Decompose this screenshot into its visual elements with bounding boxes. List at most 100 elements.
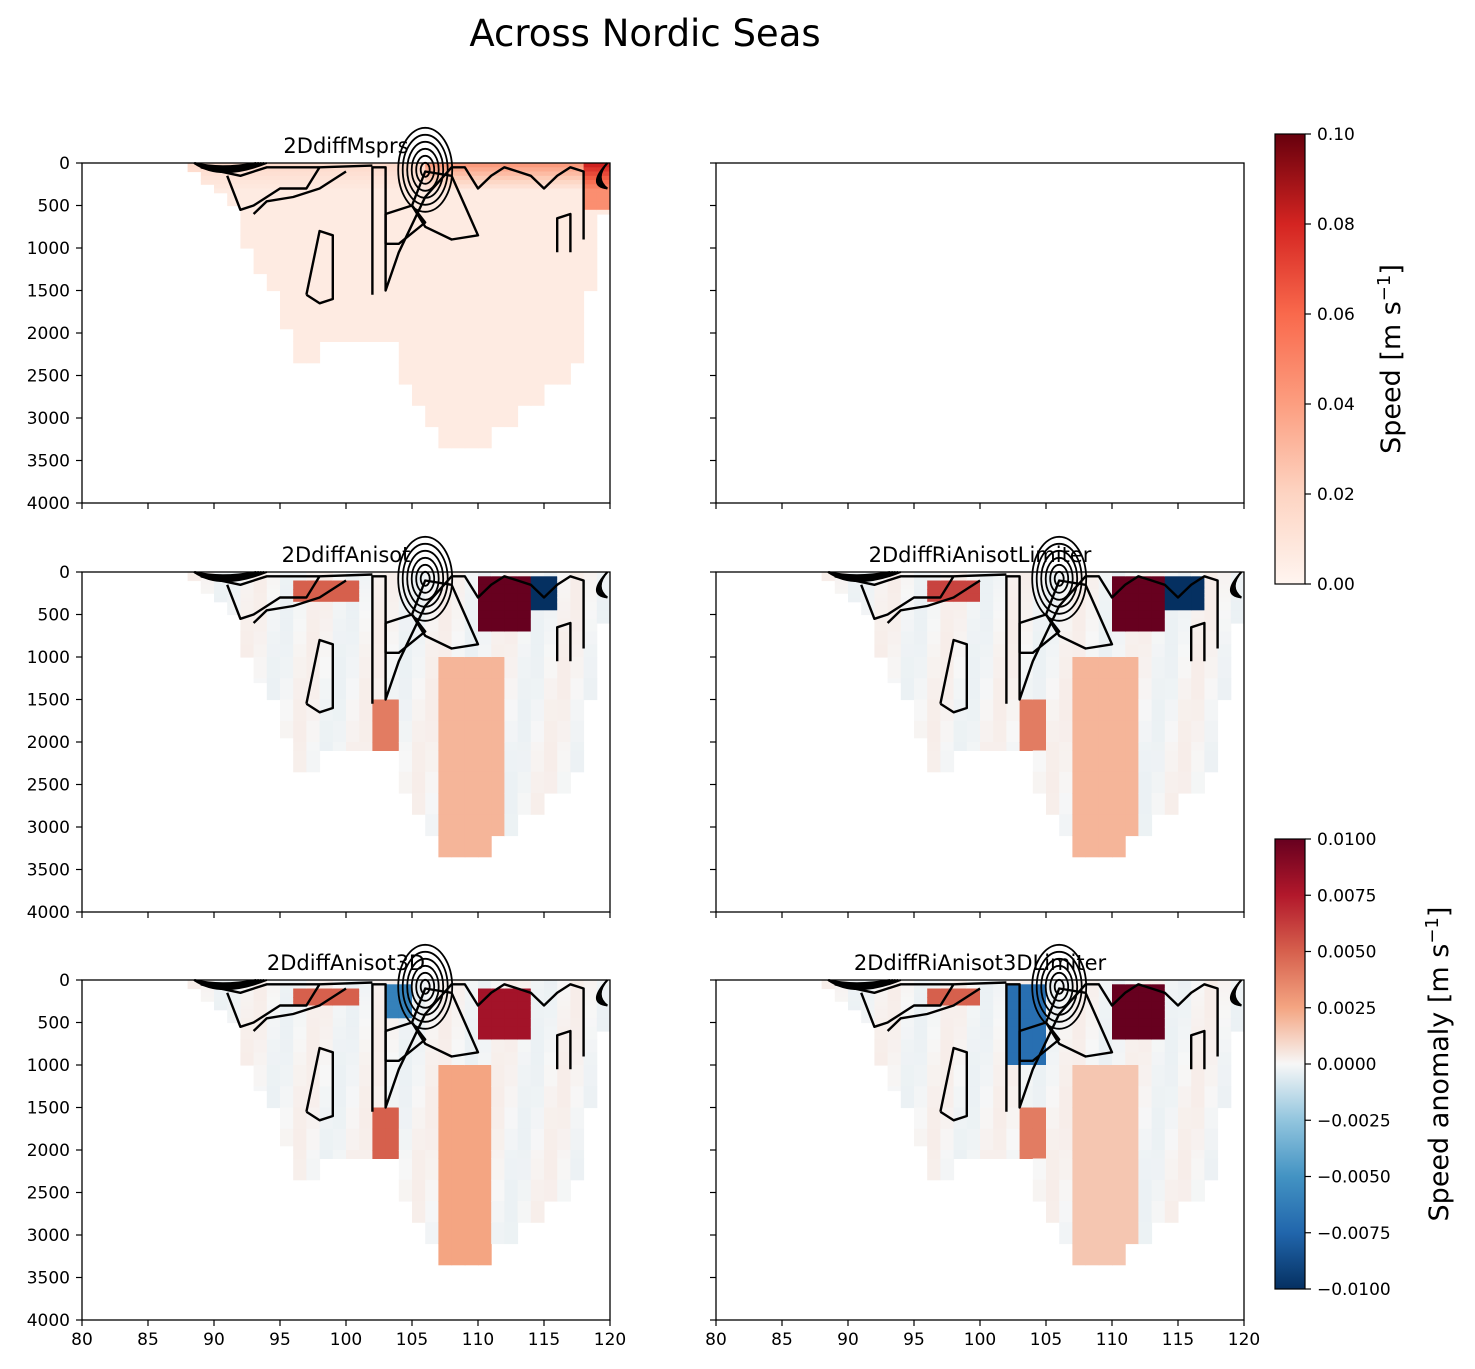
- heatmap-cell: [1032, 997, 1047, 1002]
- heatmap-cell: [504, 1001, 519, 1007]
- heatmap-cell: [980, 742, 994, 751]
- heatmap-cell: [266, 209, 281, 224]
- heatmap-cell: [293, 1039, 307, 1053]
- heatmap-cell: [451, 201, 466, 211]
- heatmap-cell: [517, 1001, 532, 1007]
- heatmap-cell: [874, 601, 889, 611]
- heatmap-cell: [1191, 1158, 1205, 1181]
- heatmap-cell: [438, 269, 453, 292]
- heatmap-cell: [848, 988, 862, 994]
- heatmap-cell: [914, 657, 928, 679]
- heatmap-cell: [1098, 1222, 1113, 1245]
- heatmap-cell: [1085, 988, 1100, 994]
- heatmap-cell: [491, 1065, 505, 1087]
- heatmap-cell: [306, 984, 321, 990]
- heatmap-cell: [887, 601, 902, 611]
- heatmap-cell: [583, 580, 598, 586]
- heatmap-cell: [570, 980, 585, 985]
- heatmap-cell: [517, 163, 532, 168]
- heatmap-cell: [1178, 1001, 1192, 1007]
- heatmap-cell: [306, 192, 321, 202]
- heatmap-cell: [544, 167, 558, 173]
- heatmap-cell: [306, 1001, 321, 1007]
- heatmap-cell: [1006, 742, 1021, 751]
- heatmap-cell: [266, 1009, 281, 1019]
- heatmap-cell: [332, 631, 347, 645]
- heatmap-cell: [372, 1005, 387, 1011]
- heatmap-cell: [1138, 1065, 1153, 1087]
- heatmap-cell: [385, 188, 400, 194]
- heatmap-cell: [1204, 1005, 1219, 1011]
- heatmap-cell: [927, 1107, 941, 1130]
- heatmap-cell: [240, 1005, 255, 1011]
- heatmap-cell: [306, 631, 321, 645]
- heatmap-cell: [280, 222, 294, 236]
- heatmap-cell: [517, 750, 532, 773]
- heatmap-cell: [914, 589, 928, 594]
- heatmap-cell: [372, 1052, 387, 1066]
- heatmap-cell: [980, 584, 994, 590]
- heatmap-cell: [1178, 1107, 1192, 1130]
- heatmap-cell: [583, 997, 598, 1002]
- heatmap-cell: [1006, 1001, 1021, 1007]
- heatmap-cell: [570, 1107, 585, 1130]
- heatmap-cell: [227, 175, 241, 181]
- heatmap-cell: [227, 584, 241, 590]
- heatmap-cell: [596, 192, 611, 202]
- heatmap-cell: [1112, 1128, 1126, 1151]
- heatmap-cell: [346, 720, 360, 743]
- heatmap-cell: [332, 201, 347, 211]
- heatmap-cell: [1191, 678, 1205, 701]
- heatmap-cell: [1098, 1128, 1113, 1151]
- heatmap-cell: [451, 269, 466, 292]
- heatmap-cell: [266, 997, 281, 1002]
- heatmap-cell: [887, 1039, 902, 1053]
- heatmap-cell: [346, 188, 360, 194]
- heatmap-cell: [332, 1005, 347, 1011]
- heatmap-cell: [544, 720, 558, 743]
- heatmap-cell: [530, 1009, 545, 1019]
- heatmap-cell: [425, 192, 439, 202]
- heatmap-cell: [1032, 1026, 1047, 1041]
- heatmap-cell: [517, 188, 532, 194]
- heatmap-cell: [517, 601, 532, 611]
- heatmap-cell: [1112, 1222, 1126, 1245]
- heatmap-cell: [1098, 1179, 1113, 1202]
- heatmap-cell: [1059, 1128, 1073, 1151]
- heatmap-cell: [1098, 771, 1113, 794]
- heatmap-cell: [530, 644, 545, 658]
- heatmap-cell: [438, 1107, 453, 1130]
- heatmap-cell: [583, 235, 598, 249]
- heatmap-cell: [1098, 610, 1113, 620]
- heatmap-cell: [346, 657, 360, 679]
- heatmap-cell: [583, 601, 598, 611]
- heatmap-cell: [504, 269, 519, 292]
- heatmap-cell: [412, 1179, 426, 1202]
- heatmap-cell: [861, 1009, 875, 1019]
- heatmap-cell: [332, 175, 347, 181]
- y-tick-label: 1500: [27, 282, 70, 302]
- heatmap-cell: [491, 201, 505, 211]
- heatmap-cell: [993, 1150, 1007, 1159]
- heatmap-cell: [227, 180, 241, 185]
- heatmap-cell: [530, 771, 545, 794]
- heatmap-cell: [1046, 1009, 1060, 1019]
- heatmap-cell: [227, 1009, 241, 1019]
- heatmap-cell: [319, 678, 334, 701]
- heatmap-cell: [1072, 1150, 1087, 1159]
- heatmap-cell: [927, 1086, 941, 1109]
- heatmap-cell: [1032, 720, 1047, 743]
- heatmap-cell: [953, 1026, 968, 1041]
- heatmap-cell: [491, 163, 505, 168]
- heatmap-cell: [1151, 1018, 1166, 1028]
- heatmap-cell: [940, 984, 955, 990]
- colorbar-anomaly: −0.0100−0.0075−0.0050−0.00250.00000.0025…: [1274, 830, 1455, 1300]
- heatmap-cell: [464, 1150, 479, 1159]
- heatmap-cell: [266, 269, 281, 292]
- heatmap-cell: [504, 572, 519, 577]
- heatmap-cell: [332, 1107, 347, 1130]
- heatmap-cell: [464, 188, 479, 194]
- heatmap-cell: [1151, 992, 1166, 998]
- heatmap-cell: [583, 984, 598, 990]
- heatmap-cell: [266, 589, 281, 594]
